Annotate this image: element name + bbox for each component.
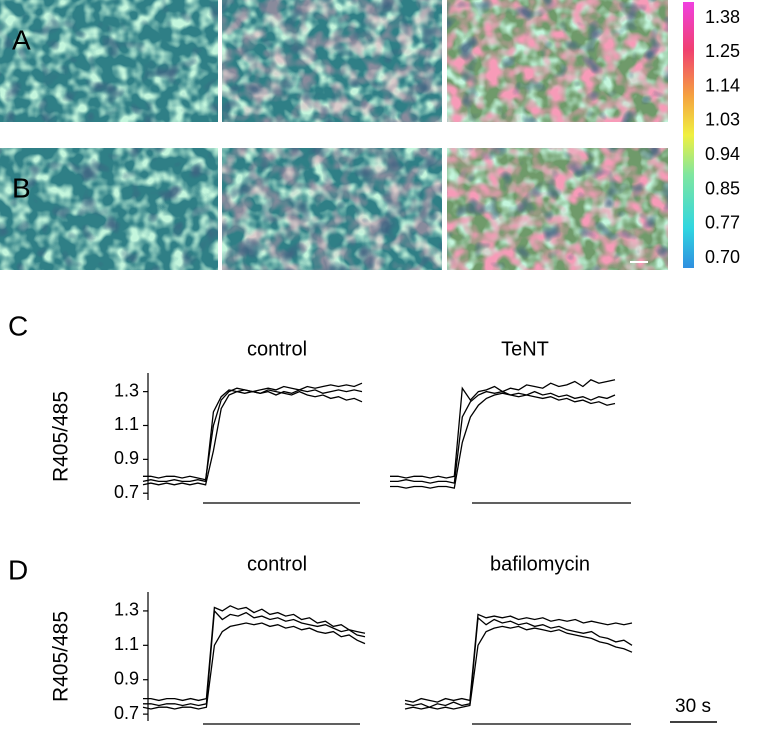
trace xyxy=(142,622,366,710)
y-tick-label: 1.3 xyxy=(114,380,139,400)
colorbar-tick-label: 0.77 xyxy=(705,213,740,233)
texture xyxy=(0,0,218,122)
y-tick-label: 1.1 xyxy=(114,414,139,434)
y-tick-label: 0.7 xyxy=(114,703,139,723)
chart-title: control xyxy=(247,553,307,575)
y-tick-label: 0.9 xyxy=(114,668,139,688)
trace xyxy=(143,609,366,707)
time-scale-label: 30 s xyxy=(675,696,711,717)
texture xyxy=(0,148,218,270)
y-axis-label: R405/485 xyxy=(50,611,73,702)
colorbar-tick-label: 1.25 xyxy=(705,41,740,61)
chart-title: control xyxy=(247,338,307,360)
trace xyxy=(143,605,366,702)
colorbar-tick-label: 0.94 xyxy=(705,144,740,164)
trace xyxy=(404,625,633,710)
y-tick-label: 1.1 xyxy=(114,634,139,654)
panel-label: D xyxy=(8,554,28,585)
chart-title: TeNT xyxy=(501,338,549,360)
micrographs xyxy=(0,0,668,270)
texture xyxy=(447,0,668,122)
y-tick-label: 1.3 xyxy=(114,600,139,620)
colorbar-tick-label: 0.85 xyxy=(705,178,740,198)
trace xyxy=(404,616,633,708)
colorbar-tick-label: 1.03 xyxy=(705,110,740,130)
y-tick-label: 0.7 xyxy=(114,482,139,502)
panel-label: C xyxy=(8,310,28,341)
texture xyxy=(222,0,442,122)
colorbar-tick-label: 1.14 xyxy=(705,75,740,95)
trace xyxy=(404,613,633,703)
trace xyxy=(390,392,616,489)
trace xyxy=(390,390,616,484)
texture xyxy=(222,148,442,270)
colorbar-tick-label: 0.70 xyxy=(705,247,740,267)
chart-title: bafilomycin xyxy=(490,553,590,575)
colorbar-tick-label: 1.38 xyxy=(705,7,740,27)
y-tick-label: 0.9 xyxy=(114,448,139,468)
y-axis-label: R405/485 xyxy=(50,391,73,482)
trace xyxy=(142,389,363,483)
trace xyxy=(142,389,363,486)
trace xyxy=(390,379,616,479)
panel-label: B xyxy=(12,172,31,203)
panel-label: A xyxy=(12,24,31,55)
texture xyxy=(447,148,668,270)
colorbar xyxy=(683,2,694,268)
